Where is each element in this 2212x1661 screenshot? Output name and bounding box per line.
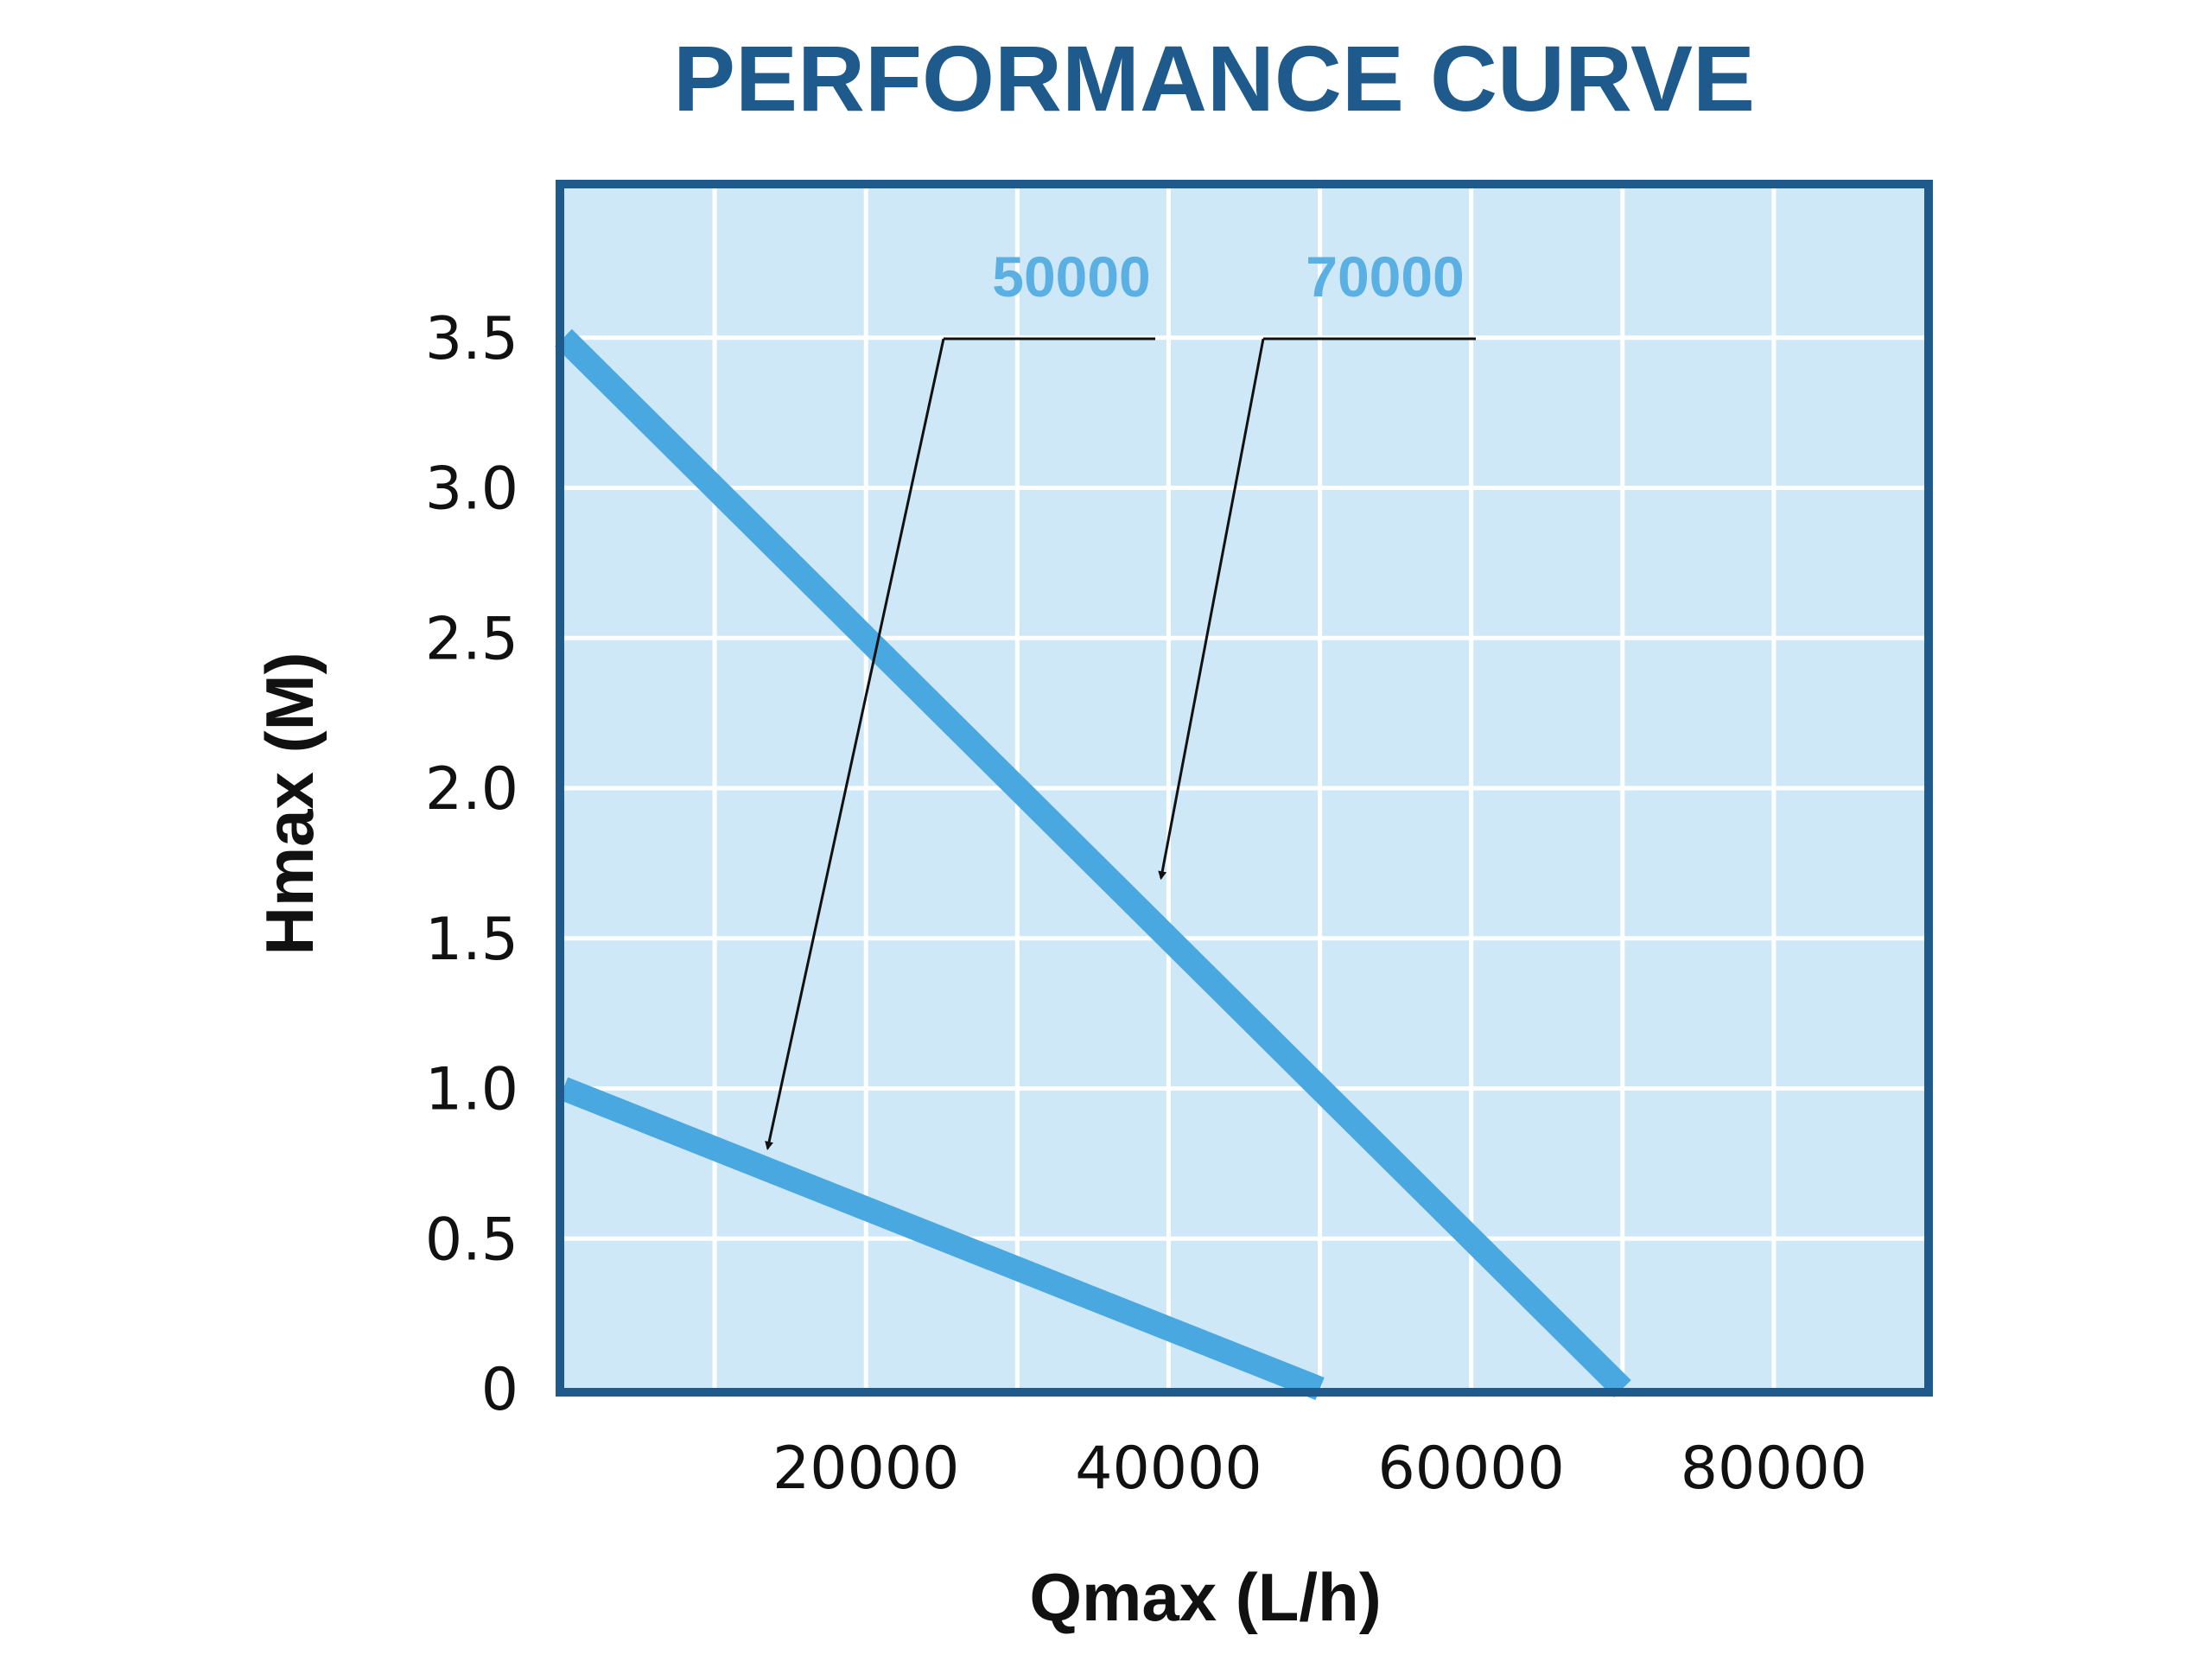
arrow-70000 <box>1158 338 1265 881</box>
y-tick-label: 0 <box>481 1356 518 1424</box>
arrow-50000 <box>765 338 945 1150</box>
series-label-70000: 70000 <box>1306 245 1465 309</box>
x-tick-label: 20000 <box>772 1435 959 1503</box>
series-annotations: 50000 70000 <box>765 245 1476 1150</box>
y-tick-label: 3.5 <box>425 305 518 373</box>
y-tick-label: 0.5 <box>425 1206 518 1274</box>
y-tick-label: 2.0 <box>425 755 518 824</box>
y-tick-label: 2.5 <box>425 605 518 673</box>
series-label-50000: 50000 <box>992 245 1151 309</box>
series-lines <box>555 328 1631 1401</box>
series-line-70000 <box>555 328 1631 1397</box>
x-axis-title: Qmax (L/h) <box>1029 1559 1381 1635</box>
y-tick-label: 1.0 <box>425 1056 518 1124</box>
y-axis-title: Hmax (M) <box>251 652 327 955</box>
y-axis-ticks: 0 0.5 1.0 1.5 2.0 2.5 3.0 3.5 <box>425 305 518 1424</box>
x-tick-label: 40000 <box>1075 1435 1262 1503</box>
x-tick-label: 60000 <box>1378 1435 1565 1503</box>
y-tick-label: 3.0 <box>425 455 518 524</box>
grid-lines <box>563 188 1925 1389</box>
x-axis-ticks: 20000 40000 60000 80000 <box>772 1435 1867 1503</box>
x-tick-label: 80000 <box>1681 1435 1867 1503</box>
y-tick-label: 1.5 <box>425 906 518 974</box>
chart-title: PERFORMANCE CURVE <box>673 26 1755 130</box>
series-line-50000 <box>558 1077 1325 1401</box>
plot-border <box>556 180 1933 1397</box>
